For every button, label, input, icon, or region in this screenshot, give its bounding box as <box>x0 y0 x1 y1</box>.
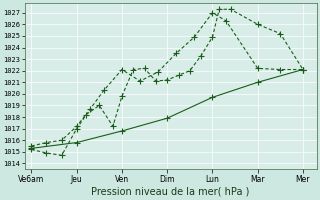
X-axis label: Pression niveau de la mer( hPa ): Pression niveau de la mer( hPa ) <box>92 187 250 197</box>
